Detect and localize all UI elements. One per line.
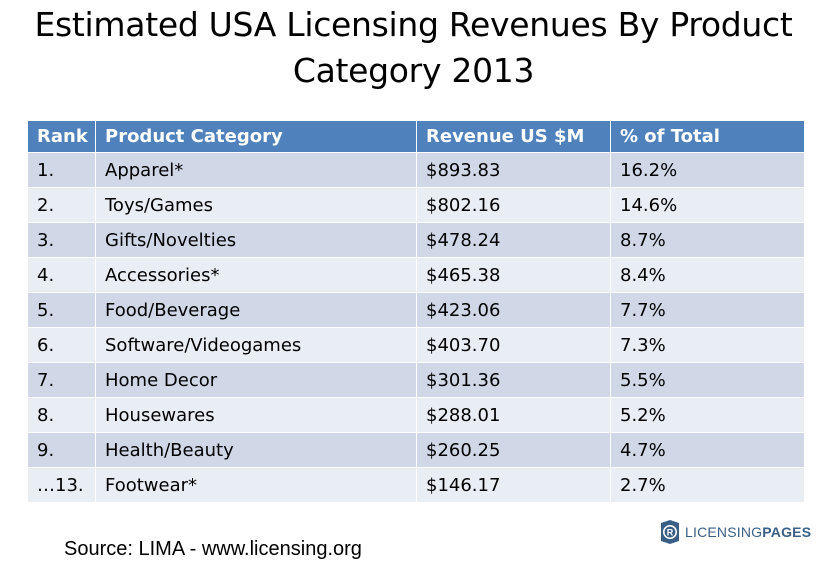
cell-rank: 6. bbox=[27, 327, 96, 363]
table-row: …13. Footwear* $146.17 2.7% bbox=[27, 467, 805, 502]
registered-badge-icon: R bbox=[661, 520, 679, 544]
chart-title-line-1: Estimated USA Licensing Revenues By Prod… bbox=[34, 5, 793, 44]
column-header-rank: Rank bbox=[27, 121, 96, 153]
table-body: 1. Apparel* $893.83 16.2% 2. Toys/Games $802.1… bbox=[27, 152, 805, 502]
cell-product-category: Apparel* bbox=[95, 152, 417, 188]
cell-product-category: Health/Beauty bbox=[95, 432, 417, 468]
cell-revenue: $478.24 bbox=[416, 222, 611, 258]
chart-title-line-2: Category 2013 bbox=[292, 51, 535, 90]
cell-revenue: $301.36 bbox=[416, 362, 611, 398]
cell-rank: 3. bbox=[27, 222, 96, 258]
table-row: 6. Software/Videogames $403.70 7.3% bbox=[27, 327, 805, 363]
cell-rank: 9. bbox=[27, 432, 96, 468]
cell-percent-of-total: 8.4% bbox=[610, 257, 805, 293]
cell-revenue: $260.25 bbox=[416, 432, 611, 468]
column-header-percent-of-total: % of Total bbox=[610, 121, 805, 153]
cell-rank: 2. bbox=[27, 187, 96, 223]
cell-product-category: Gifts/Novelties bbox=[95, 222, 417, 258]
cell-percent-of-total: 5.5% bbox=[610, 362, 805, 398]
cell-percent-of-total: 4.7% bbox=[610, 432, 805, 468]
revenue-table: Rank Product Category Revenue US $M% of To… bbox=[27, 121, 805, 502]
source-note: Source: LIMA - www.licensing.org bbox=[64, 538, 362, 560]
cell-percent-of-total: 16.2% bbox=[610, 152, 805, 188]
cell-rank: 5. bbox=[27, 292, 96, 328]
cell-revenue: $465.38 bbox=[416, 257, 611, 293]
cell-percent-of-total: 14.6% bbox=[610, 187, 805, 223]
column-header-revenue: Revenue US $M bbox=[416, 121, 611, 153]
cell-product-category: Accessories* bbox=[95, 257, 417, 293]
cell-percent-of-total: 7.7% bbox=[610, 292, 805, 328]
cell-product-category: Software/Videogames bbox=[95, 327, 417, 363]
cell-rank: 8. bbox=[27, 397, 96, 433]
logo-text-pages: PAGES bbox=[762, 524, 812, 540]
table-row: 2. Toys/Games $802.16 14.6% bbox=[27, 187, 805, 223]
cell-product-category: Home Decor bbox=[95, 362, 417, 398]
cell-rank: 7. bbox=[27, 362, 96, 398]
cell-rank: 1. bbox=[27, 152, 96, 188]
cell-percent-of-total: 2.7% bbox=[610, 467, 805, 502]
cell-percent-of-total: 5.2% bbox=[610, 397, 805, 433]
cell-revenue: $423.06 bbox=[416, 292, 611, 328]
table-row: 8. Housewares $288.01 5.2% bbox=[27, 397, 805, 433]
logo-text: LICENSINGPAGES bbox=[685, 524, 811, 540]
table-row: 5. Food/Beverage $423.06 7.7% bbox=[27, 292, 805, 328]
table-header-row: Rank Product Category Revenue US $M% of To… bbox=[27, 121, 805, 153]
table-row: 7. Home Decor $301.36 5.5% bbox=[27, 362, 805, 398]
table-row: 9. Health/Beauty $260.25 4.7% bbox=[27, 432, 805, 468]
cell-revenue: $288.01 bbox=[416, 397, 611, 433]
cell-revenue: $802.16 bbox=[416, 187, 611, 223]
table-row: 1. Apparel* $893.83 16.2% bbox=[27, 152, 805, 188]
cell-product-category: Housewares bbox=[95, 397, 417, 433]
cell-product-category: Footwear* bbox=[95, 467, 417, 502]
chart-title: Estimated USA Licensing Revenues By Prod… bbox=[0, 2, 827, 94]
cell-rank: 4. bbox=[27, 257, 96, 293]
cell-product-category: Toys/Games bbox=[95, 187, 417, 223]
cell-revenue: $146.17 bbox=[416, 467, 611, 502]
cell-rank: …13. bbox=[27, 467, 96, 502]
cell-percent-of-total: 7.3% bbox=[610, 327, 805, 363]
table-row: 4. Accessories* $465.38 8.4% bbox=[27, 257, 805, 293]
logo-text-licensing: LICENSING bbox=[685, 524, 763, 540]
cell-revenue: $403.70 bbox=[416, 327, 611, 363]
cell-product-category: Food/Beverage bbox=[95, 292, 417, 328]
column-header-product-category: Product Category bbox=[95, 121, 417, 153]
svg-text:R: R bbox=[667, 528, 674, 538]
cell-percent-of-total: 8.7% bbox=[610, 222, 805, 258]
cell-revenue: $893.83 bbox=[416, 152, 611, 188]
table-row: 3. Gifts/Novelties $478.24 8.7% bbox=[27, 222, 805, 258]
licensingpages-logo: R LICENSINGPAGES bbox=[659, 519, 811, 545]
